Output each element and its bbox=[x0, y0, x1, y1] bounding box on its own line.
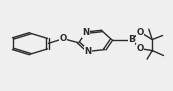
Text: N: N bbox=[85, 47, 92, 56]
Text: B: B bbox=[128, 35, 135, 44]
Text: N: N bbox=[82, 28, 89, 37]
Text: O: O bbox=[60, 34, 67, 43]
Text: O: O bbox=[136, 28, 144, 36]
Text: O: O bbox=[136, 44, 144, 53]
